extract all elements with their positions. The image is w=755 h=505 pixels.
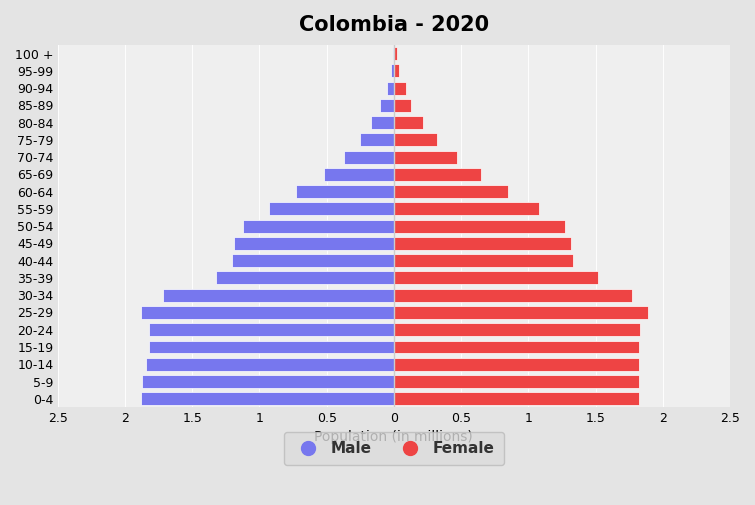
Bar xyxy=(234,237,394,250)
Bar xyxy=(371,116,394,129)
Bar xyxy=(394,323,640,336)
Bar xyxy=(394,133,437,146)
Bar xyxy=(394,254,573,267)
Bar xyxy=(394,47,396,60)
Bar xyxy=(217,272,394,284)
Bar xyxy=(162,289,394,301)
Bar xyxy=(387,82,394,94)
Bar xyxy=(141,306,394,319)
X-axis label: Population (in millions): Population (in millions) xyxy=(315,430,473,444)
Bar xyxy=(394,150,457,164)
Legend: Male, Female: Male, Female xyxy=(284,432,504,465)
Bar xyxy=(391,64,394,77)
Bar xyxy=(143,375,394,388)
Bar xyxy=(394,220,565,233)
Bar xyxy=(393,47,394,60)
Bar xyxy=(296,185,394,198)
Bar xyxy=(394,358,639,371)
Bar xyxy=(141,392,394,406)
Bar xyxy=(394,116,424,129)
Bar xyxy=(394,289,632,301)
Bar xyxy=(394,237,572,250)
Bar xyxy=(394,99,411,112)
Title: Colombia - 2020: Colombia - 2020 xyxy=(299,15,489,35)
Bar xyxy=(394,340,639,353)
Bar xyxy=(146,358,394,371)
Bar xyxy=(324,168,394,181)
Bar xyxy=(381,99,394,112)
Bar xyxy=(149,323,394,336)
Bar xyxy=(360,133,394,146)
Bar xyxy=(394,375,639,388)
Bar xyxy=(149,340,394,353)
Bar xyxy=(269,203,394,215)
Bar xyxy=(344,150,394,164)
Bar xyxy=(394,64,399,77)
Bar xyxy=(394,185,508,198)
Bar xyxy=(394,392,639,406)
Bar xyxy=(394,272,598,284)
Bar xyxy=(233,254,394,267)
Bar xyxy=(394,82,406,94)
Bar xyxy=(394,306,648,319)
Bar xyxy=(243,220,394,233)
Bar xyxy=(394,203,539,215)
Bar xyxy=(394,168,481,181)
